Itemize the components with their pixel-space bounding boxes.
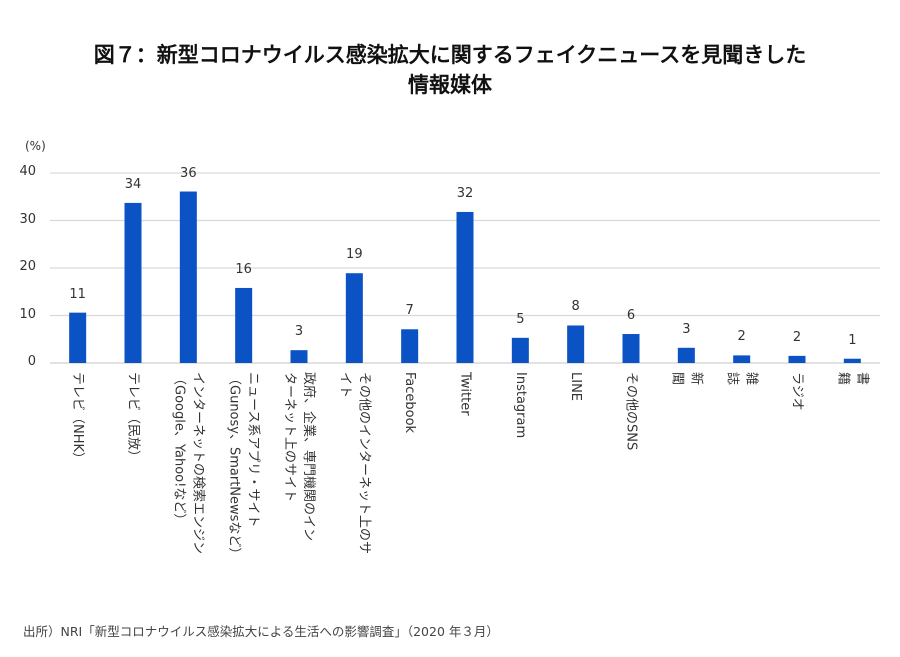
- data-label: 34: [124, 176, 142, 192]
- y-axis-unit-label: (%): [25, 139, 46, 153]
- bar: [456, 211, 474, 363]
- x-category-label: Facebook: [402, 372, 418, 434]
- data-label: 2: [737, 329, 746, 345]
- source-note: 出所）NRI「新型コロナウイルス感染拡大による生活への影響調査」（2020 年３…: [23, 624, 499, 639]
- data-label: 8: [571, 299, 580, 315]
- data-label: 3: [294, 324, 304, 340]
- x-category-label: その他のSNS: [623, 372, 639, 451]
- bar: [235, 287, 253, 363]
- x-category-label: Instagram: [512, 372, 528, 439]
- x-category-label: その他のインターネット上のサ イト: [337, 372, 372, 555]
- data-label: 16: [235, 261, 252, 277]
- bar: [788, 355, 806, 363]
- chart-title-line-2: 情報媒体: [408, 73, 492, 97]
- bar: [622, 334, 640, 363]
- bar: [179, 191, 197, 363]
- y-tick-label: 30: [19, 211, 36, 227]
- chart-title-line-1: 図７：新型コロナウイルス感染拡大に関するフェイクニュースを見聞きした: [93, 43, 807, 67]
- chart-title: 図７：新型コロナウイルス感染拡大に関するフェイクニュースを見聞きした 情報媒体: [0, 40, 900, 100]
- bar: [567, 325, 585, 363]
- x-category-label: インターネットの検索エンジン （Google、Yahoo!など）: [171, 372, 206, 555]
- x-category-label: ニュース系アプリ・サイト （Gunosy、SmartNewsなど）: [226, 372, 261, 561]
- x-category-label: 政府、企業、専門機関のイン ターネット上のサイト: [282, 372, 316, 542]
- bar: [843, 358, 861, 363]
- bar: [124, 202, 142, 363]
- bar: [401, 329, 419, 363]
- data-label: 11: [69, 286, 86, 302]
- x-category-label: テレビ（民放）: [125, 372, 141, 464]
- data-label: 7: [405, 303, 414, 319]
- data-label: 32: [456, 185, 474, 201]
- x-category-label: ラジオ: [789, 372, 805, 411]
- bar: [677, 347, 695, 363]
- data-label: 5: [516, 311, 525, 327]
- x-category-label: LINE: [568, 372, 584, 402]
- bar: [733, 355, 751, 363]
- bar: [511, 337, 529, 363]
- x-category-label: 書 籍: [835, 372, 870, 386]
- data-label: 6: [626, 308, 636, 324]
- y-tick-label: 0: [27, 354, 36, 369]
- data-label: 1: [848, 332, 857, 348]
- y-tick-label: 10: [19, 306, 36, 322]
- data-label: 2: [792, 329, 802, 345]
- x-category-label: Twitter: [457, 372, 473, 416]
- data-label: 36: [180, 165, 197, 181]
- y-tick-label: 20: [19, 259, 36, 274]
- bar: [290, 350, 308, 363]
- data-label: 19: [346, 247, 363, 263]
- bar: [69, 312, 87, 363]
- x-category-label: 雑 誌: [724, 372, 759, 386]
- y-tick-label: 40: [19, 164, 36, 179]
- x-category-label: テレビ（NHK）: [70, 372, 86, 466]
- data-label: 3: [682, 321, 691, 337]
- bar: [345, 273, 363, 363]
- x-category-label: 新 聞: [669, 372, 704, 386]
